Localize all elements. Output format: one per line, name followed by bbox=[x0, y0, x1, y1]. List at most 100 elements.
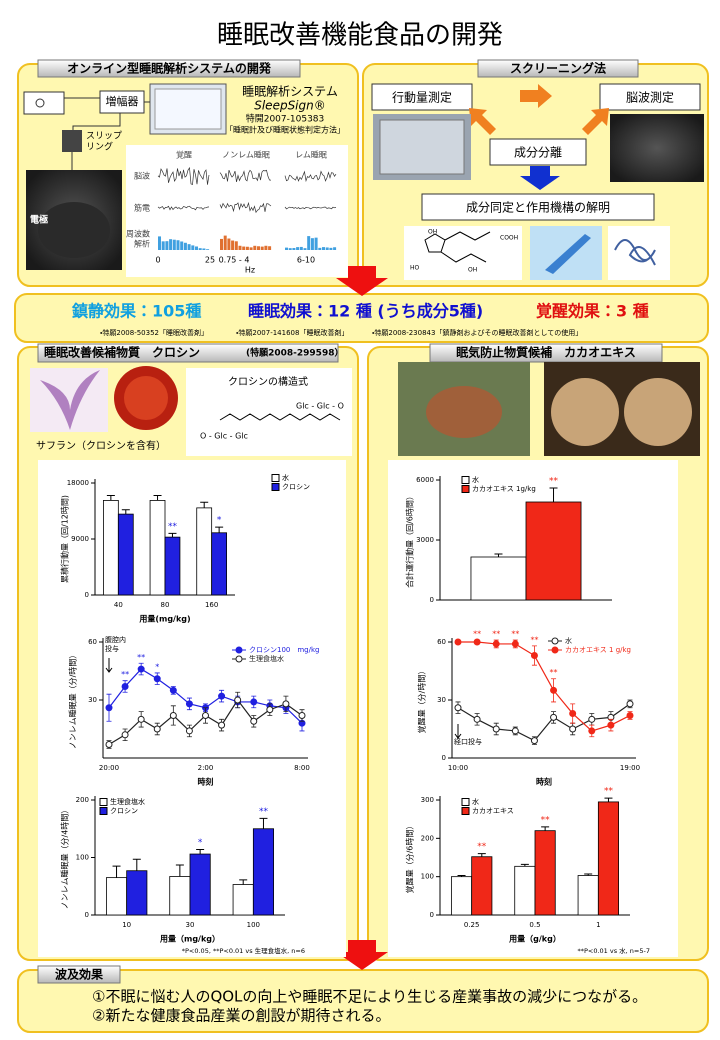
label: 脳波 bbox=[134, 171, 150, 181]
x-tick-label: 80 bbox=[161, 601, 170, 609]
label: 0 bbox=[155, 256, 160, 265]
significance-label: ** bbox=[511, 630, 519, 639]
label: 睡眠効果：12 種 (うち成分5種) bbox=[248, 302, 483, 321]
label: 行動量測定 bbox=[392, 91, 452, 105]
structure bbox=[219, 413, 341, 421]
point bbox=[473, 715, 481, 723]
y-axis-label: 覚醒量（分/6時間） bbox=[405, 822, 415, 894]
spectrum-bar bbox=[288, 248, 292, 250]
label: Glc - Glc - O bbox=[296, 402, 344, 411]
section-heading: 睡眠改善候補物質 クロシン bbox=[44, 345, 200, 360]
spectrum-bar bbox=[303, 248, 307, 250]
label: 特開2007-105383 bbox=[246, 113, 325, 125]
y-tick-label: 30 bbox=[88, 696, 97, 704]
section-heading: スクリーニング法 bbox=[510, 61, 606, 76]
label: 覚醒効果：3 種 bbox=[536, 302, 649, 321]
significance-label: ** bbox=[604, 787, 614, 797]
significance-label: ** bbox=[121, 670, 129, 679]
point bbox=[121, 682, 129, 690]
mouse-photo bbox=[38, 202, 110, 258]
section-heading: オンライン型睡眠解析システムの開発 bbox=[67, 61, 272, 76]
bar bbox=[597, 801, 619, 916]
spectrum-bar bbox=[165, 241, 169, 250]
section-heading: 波及効果 bbox=[55, 967, 103, 982]
y-tick-label: 3000 bbox=[416, 536, 434, 544]
y-axis-label: 累積行動量（回/12時間) bbox=[60, 495, 70, 583]
annotation-arrow bbox=[105, 658, 113, 673]
error-bar bbox=[215, 526, 224, 533]
point bbox=[121, 731, 129, 739]
footnote: **P<0.01 vs 水, n=5-7 bbox=[577, 946, 650, 955]
legend-label: 水 bbox=[282, 473, 289, 482]
point bbox=[153, 675, 161, 683]
eeg-trace bbox=[219, 201, 272, 214]
point bbox=[137, 715, 145, 723]
legend-label: 水 bbox=[472, 797, 479, 806]
molecule bbox=[424, 231, 491, 263]
x-tick-label: 100 bbox=[247, 921, 260, 929]
label: 周波数 bbox=[126, 229, 150, 239]
point bbox=[105, 704, 113, 712]
spectrum-bar bbox=[310, 238, 314, 250]
x-axis-label: 時刻 bbox=[198, 777, 214, 787]
point bbox=[492, 725, 500, 733]
x-axis-label: 用量（g/kg） bbox=[508, 934, 561, 944]
significance-label: ** bbox=[550, 668, 558, 677]
arrow bbox=[582, 108, 609, 135]
arrow bbox=[469, 108, 496, 135]
point bbox=[626, 711, 634, 719]
error-bar bbox=[168, 532, 177, 538]
point bbox=[530, 737, 538, 745]
eeg-trace bbox=[284, 170, 337, 183]
point bbox=[137, 665, 145, 673]
eeg-trace bbox=[219, 169, 272, 182]
point bbox=[169, 711, 177, 719]
label: ②新たな健康食品産業の創設が期待される。 bbox=[92, 1007, 390, 1025]
bar bbox=[450, 876, 473, 916]
y-axis-label: ノンレム睡眠量（分/4時間） bbox=[61, 806, 70, 910]
arrow bbox=[336, 266, 388, 296]
error-bar bbox=[494, 553, 503, 557]
y-tick-label: 0 bbox=[442, 754, 446, 762]
spectrum-bar bbox=[227, 238, 231, 250]
point bbox=[626, 700, 634, 708]
point bbox=[169, 686, 177, 694]
error-bar bbox=[121, 509, 130, 515]
annotation: 投与 bbox=[105, 644, 119, 653]
label: ・特願2008-50352「睡眠改善剤」 bbox=[100, 328, 208, 337]
x-tick-label: 2:00 bbox=[198, 764, 214, 772]
significance-label: ** bbox=[168, 522, 178, 532]
legend-swatch bbox=[461, 798, 470, 806]
x-axis-label: 用量(mg/kg) bbox=[138, 614, 190, 624]
bar bbox=[169, 876, 191, 916]
legend-swatch bbox=[461, 476, 470, 484]
point bbox=[511, 727, 519, 735]
y-tick-label: 0 bbox=[430, 911, 434, 919]
x-tick-label: 19:00 bbox=[620, 764, 640, 772]
bar bbox=[232, 884, 254, 916]
eeg-panel bbox=[126, 145, 348, 277]
spectrum-bar bbox=[238, 245, 242, 250]
label: 成分同定と作用機構の解明 bbox=[466, 201, 610, 215]
label: 脳波測定 bbox=[626, 91, 674, 105]
spectrum-bar bbox=[231, 240, 235, 250]
error-bar bbox=[132, 858, 141, 871]
label: 増幅器 bbox=[106, 95, 139, 108]
spectrum-bar bbox=[198, 248, 202, 250]
point bbox=[298, 711, 306, 719]
tab bbox=[477, 59, 639, 78]
legend-label: カカオエキス 1g/kg bbox=[472, 485, 536, 493]
y-tick-label: 60 bbox=[88, 638, 97, 646]
x-tick-label: 10:00 bbox=[448, 764, 468, 772]
spectrum-bar bbox=[253, 245, 257, 250]
monitor-screen bbox=[154, 88, 222, 130]
x-tick-label: 30 bbox=[186, 921, 195, 929]
bar bbox=[471, 856, 493, 916]
error-bar bbox=[604, 797, 613, 802]
spectrum-bar bbox=[176, 240, 180, 250]
point bbox=[185, 700, 193, 708]
legend-swatch bbox=[461, 485, 470, 493]
point bbox=[473, 638, 481, 646]
spectrum-bar bbox=[158, 236, 161, 250]
